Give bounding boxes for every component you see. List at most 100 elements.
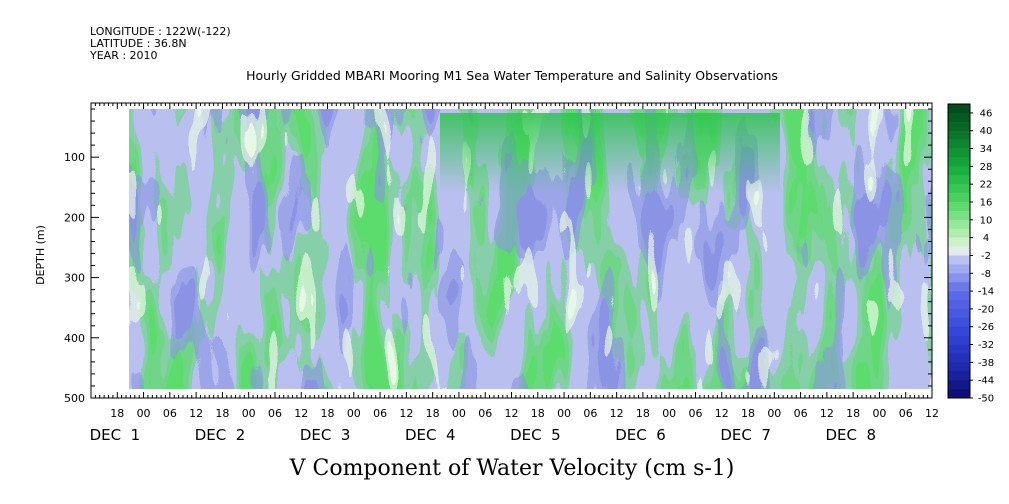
- x-tick-label: 18: [636, 407, 650, 420]
- x-date-label: DEC 6: [615, 426, 666, 444]
- field-surface-green: [440, 113, 780, 193]
- x-date-label: DEC 5: [510, 426, 561, 444]
- colorbar-swatch: [948, 193, 970, 203]
- colorbar-swatch: [948, 112, 970, 123]
- x-date-label: DEC 1: [90, 426, 141, 444]
- x-tick-label: 18: [741, 407, 755, 420]
- latitude-label: LATITUDE : 36.8N: [90, 37, 187, 50]
- colorbar-swatch: [948, 264, 970, 274]
- colorbar-swatch: [948, 371, 970, 381]
- colorbar-swatch: [948, 255, 970, 265]
- y-tick-label: 400: [64, 332, 85, 345]
- x-tick-label: 12: [505, 407, 519, 420]
- colorbar-swatch: [948, 380, 970, 390]
- colorbar-swatch: [948, 157, 970, 167]
- colorbar-label: -38: [978, 358, 994, 369]
- colorbar-swatch: [948, 308, 970, 319]
- colorbar-border: [947, 103, 971, 399]
- x-tick-label: 18: [110, 407, 124, 420]
- colorbar-label: 22: [980, 180, 993, 191]
- x-date-label: DEC 8: [825, 426, 876, 444]
- colorbar-swatch: [948, 291, 970, 301]
- x-tick-label: 18: [531, 407, 545, 420]
- x-tick-label: 00: [242, 407, 256, 420]
- x-tick-label: 06: [794, 407, 808, 420]
- colorbar-swatch: [948, 175, 970, 185]
- colorbar-label: -14: [978, 287, 994, 298]
- x-tick-label: 18: [321, 407, 335, 420]
- x-tick-label: 06: [583, 407, 597, 420]
- y-axis: 100 200 300 400 500: [64, 108, 932, 405]
- colorbar-label: -32: [978, 340, 994, 351]
- x-tick-label: 12: [925, 407, 939, 420]
- colorbar-swatch: [948, 104, 970, 114]
- x-axis: 18 00 06 12 18 00 06 12 18 00 06 12 18 00 06 12 18 00 06 12…: [90, 103, 939, 444]
- colorbar-label: -20: [978, 304, 994, 315]
- colorbar-label: -2: [981, 251, 991, 262]
- x-date-label: DEC 7: [720, 426, 771, 444]
- colorbar-swatch: [948, 353, 970, 363]
- x-tick-label: 12: [820, 407, 834, 420]
- longitude-label: LONGITUDE : 122W(-122): [90, 25, 231, 38]
- x-tick-label: 12: [610, 407, 624, 420]
- chart-title: Hourly Gridded MBARI Mooring M1 Sea Wate…: [246, 68, 778, 83]
- colorbar-swatch: [948, 237, 970, 247]
- x-tick-label: 12: [294, 407, 308, 420]
- colorbar-label: 10: [980, 215, 993, 226]
- x-date-label: DEC 3: [300, 426, 351, 444]
- x-tick-label: 06: [373, 407, 387, 420]
- x-tick-label: 06: [688, 407, 702, 420]
- x-tick-label: 00: [872, 407, 886, 420]
- x-tick-label: 12: [189, 407, 203, 420]
- y-axis-label: DEPTH (m): [34, 225, 47, 285]
- x-tick-label: 00: [347, 407, 361, 420]
- y-tick-label: 300: [64, 272, 85, 285]
- colorbar-swatch: [948, 184, 970, 194]
- colorbar-label: 28: [980, 162, 993, 173]
- colorbar-swatch: [948, 300, 970, 310]
- colorbar-swatch: [948, 362, 970, 372]
- x-tick-label: 00: [137, 407, 151, 420]
- x-tick-label: 00: [767, 407, 781, 420]
- colorbar-label: -50: [978, 394, 994, 405]
- x-date-label: DEC 4: [405, 426, 456, 444]
- x-tick-label: 06: [163, 407, 177, 420]
- colorbar-swatch: [948, 219, 970, 230]
- colorbar-swatch: [948, 344, 970, 354]
- x-tick-label: 18: [426, 407, 440, 420]
- colorbar-swatch: [948, 166, 970, 176]
- colorbar-label: 34: [980, 144, 993, 155]
- colorbar-swatch: [948, 202, 970, 212]
- x-tick-label: 06: [268, 407, 282, 420]
- colorbar-label: -8: [981, 269, 991, 280]
- x-tick-label: 00: [557, 407, 571, 420]
- x-tick-label: 12: [715, 407, 729, 420]
- colorbar-swatch: [948, 139, 970, 149]
- y-tick-label: 500: [64, 392, 85, 405]
- colorbar-swatch: [948, 121, 970, 132]
- x-tick-label: 00: [662, 407, 676, 420]
- colorbar-swatch: [948, 246, 970, 256]
- y-tick-label: 200: [64, 211, 85, 224]
- x-axis-title: V Component of Water Velocity (cm s-1): [289, 456, 735, 481]
- colorbar-swatch: [948, 273, 970, 283]
- y-tick-label: 100: [64, 151, 85, 164]
- colorbar-swatch: [948, 210, 970, 221]
- velocity-field: [129, 109, 932, 389]
- x-tick-label: 18: [846, 407, 860, 420]
- colorbar-label: -44: [978, 376, 994, 387]
- colorbar-swatch: [948, 148, 970, 158]
- colorbar-swatch: [948, 228, 970, 238]
- colorbar-label: 40: [980, 126, 993, 137]
- x-tick-label: 00: [452, 407, 466, 420]
- x-tick-label: 06: [899, 407, 913, 420]
- colorbar-label: 4: [983, 233, 989, 244]
- colorbar-swatch: [948, 326, 970, 336]
- x-tick-label: 18: [215, 407, 229, 420]
- colorbar-swatch: [948, 389, 970, 399]
- year-label: YEAR : 2010: [89, 49, 158, 62]
- colorbar-swatch: [948, 317, 970, 328]
- colorbar-swatch: [948, 282, 970, 292]
- colorbar-swatch: [948, 130, 970, 140]
